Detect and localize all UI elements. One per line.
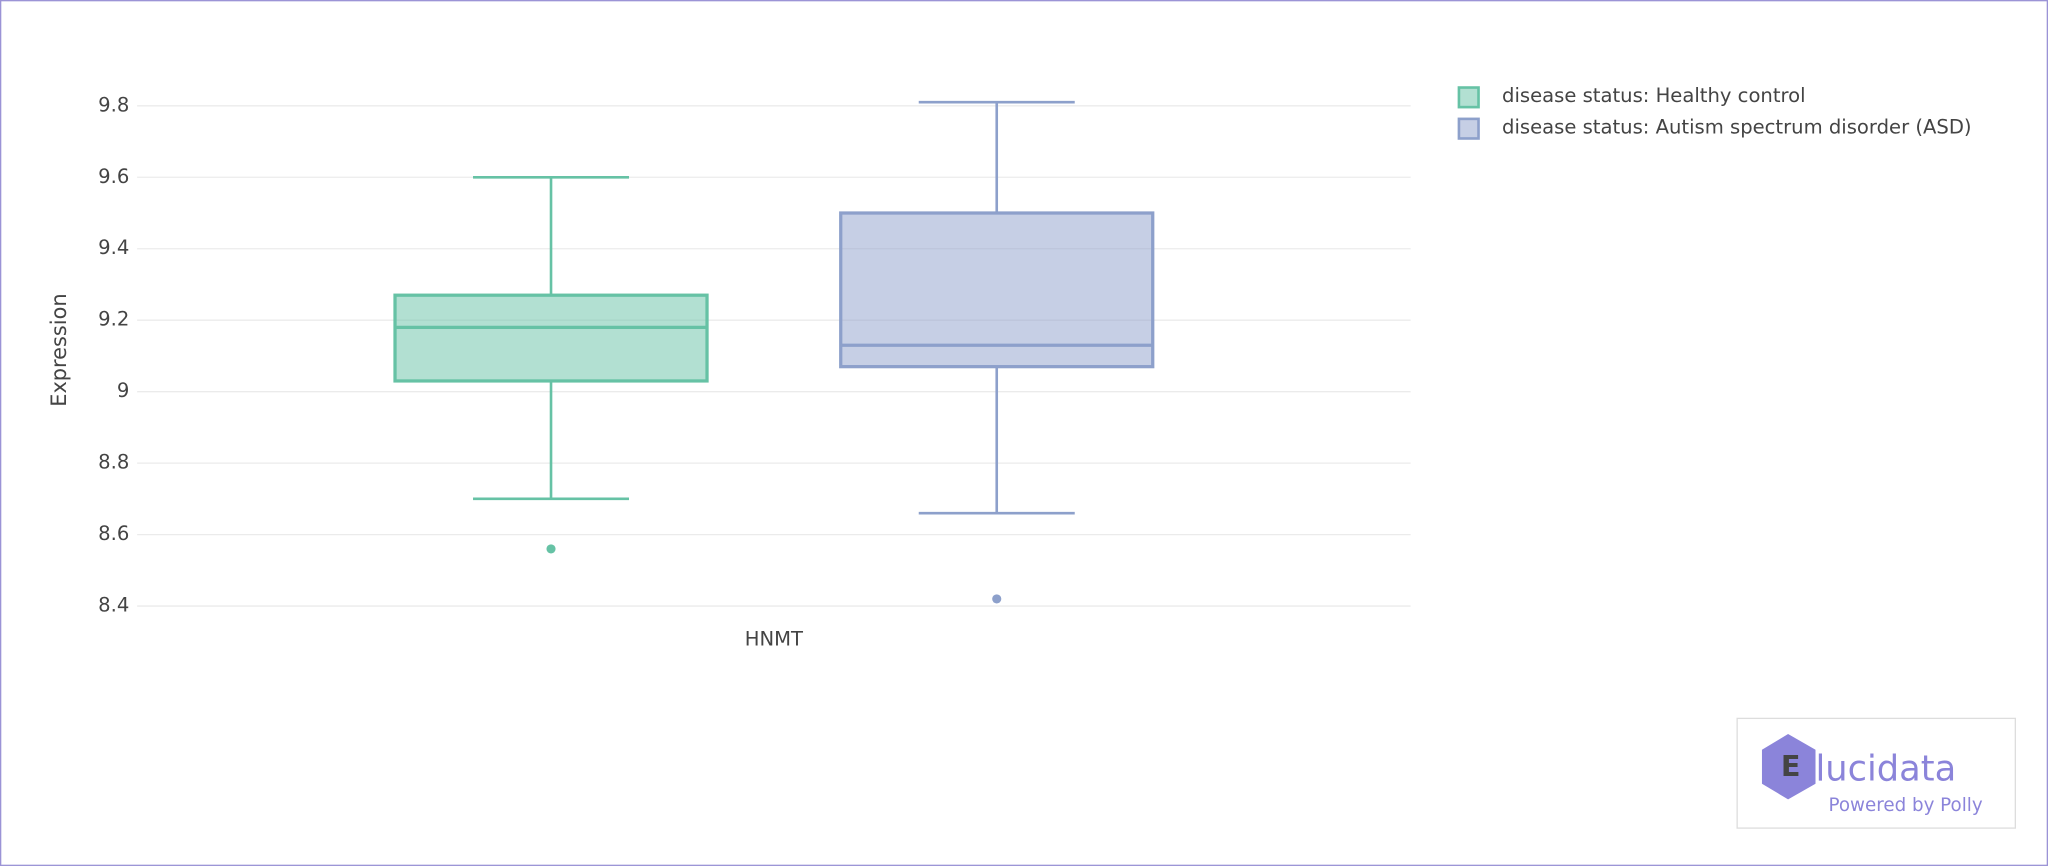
outlier xyxy=(992,594,1002,604)
logo-tagline: Powered by Polly xyxy=(1829,795,1983,816)
y-tick-label: 9 xyxy=(117,379,129,402)
logo-icon xyxy=(1761,734,1816,800)
y-tick-label: 9.2 xyxy=(98,308,129,331)
legend-label: disease status: Healthy control xyxy=(1502,84,1806,107)
outlier xyxy=(546,544,556,554)
logo-name: lucidata xyxy=(1816,749,1957,790)
legend-label: disease status: Autism spectrum disorder… xyxy=(1502,116,1972,139)
y-tick-label: 9.6 xyxy=(98,165,129,188)
x-tick-label: HNMT xyxy=(745,628,804,651)
logo-icon-letter: E xyxy=(1781,749,1801,783)
legend-swatch xyxy=(1457,86,1480,109)
box xyxy=(839,211,1155,369)
y-tick-label: 8.6 xyxy=(98,522,129,545)
logo: E lucidata Powered by Polly xyxy=(1736,717,2016,829)
y-axis-title: Expression xyxy=(47,293,71,406)
box xyxy=(393,293,709,383)
y-tick-label: 8.8 xyxy=(98,451,129,474)
y-tick-label: 8.4 xyxy=(98,594,129,617)
legend-swatch xyxy=(1457,117,1480,140)
y-tick-label: 9.8 xyxy=(98,93,129,116)
y-tick-label: 9.4 xyxy=(98,236,129,259)
